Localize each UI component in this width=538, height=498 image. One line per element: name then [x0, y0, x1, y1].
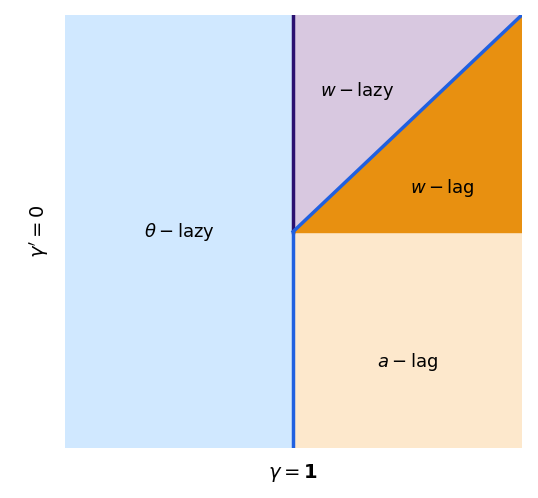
Y-axis label: $\gamma^{\prime} = 0$: $\gamma^{\prime} = 0$ [27, 205, 51, 258]
Text: $\theta - \mathrm{lazy}$: $\theta - \mathrm{lazy}$ [144, 221, 214, 243]
Polygon shape [293, 232, 522, 448]
Polygon shape [65, 15, 293, 448]
Text: $a - \mathrm{lag}$: $a - \mathrm{lag}$ [377, 351, 438, 373]
Text: $w - \mathrm{lag}$: $w - \mathrm{lag}$ [409, 177, 474, 199]
Text: $w - \mathrm{lazy}$: $w - \mathrm{lazy}$ [320, 80, 394, 102]
Polygon shape [293, 15, 522, 232]
X-axis label: $\gamma = \mathbf{1}$: $\gamma = \mathbf{1}$ [268, 462, 318, 484]
Polygon shape [293, 15, 522, 232]
